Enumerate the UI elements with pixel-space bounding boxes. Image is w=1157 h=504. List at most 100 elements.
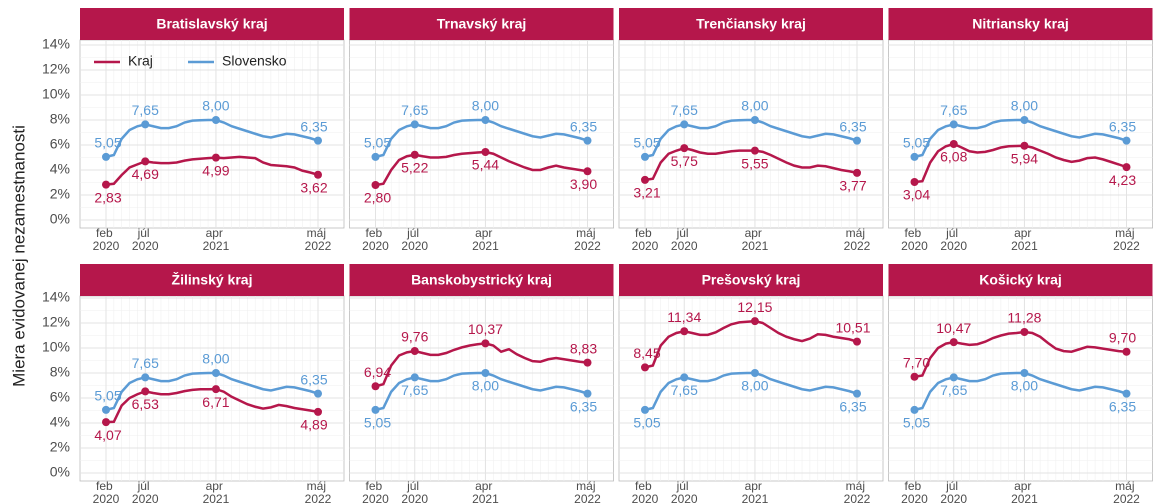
x-tick-label: feb 2020	[93, 226, 120, 253]
data-point	[910, 178, 919, 186]
data-point	[853, 168, 861, 177]
data-point	[371, 382, 380, 391]
value-label: 5,05	[364, 415, 391, 431]
value-label: 3,21	[633, 185, 660, 201]
data-point	[481, 369, 490, 377]
data-point	[410, 373, 419, 382]
data-point	[583, 389, 592, 398]
value-label: 8,45	[633, 345, 660, 361]
data-point	[910, 152, 919, 161]
y-tick-label: 2%	[50, 186, 70, 202]
data-point	[410, 347, 419, 355]
x-tick-label: feb 2020	[901, 226, 928, 253]
value-label: 3,77	[839, 178, 866, 194]
value-label: 3,62	[300, 179, 327, 195]
data-point	[750, 146, 759, 155]
data-point	[410, 120, 419, 129]
value-label: 5,05	[903, 135, 930, 151]
y-tick-label: 8%	[50, 364, 70, 380]
panel-header	[349, 264, 614, 296]
x-tick-label: apr 2021	[742, 479, 769, 504]
value-label: 11,34	[667, 309, 701, 325]
data-point	[314, 170, 322, 179]
value-label: 6,35	[300, 118, 327, 134]
value-label: 2,80	[364, 190, 391, 206]
x-tick-label: máj 2022	[844, 479, 871, 504]
data-point	[481, 339, 490, 348]
x-tick-label: feb 2020	[93, 479, 120, 504]
x-tick-label: júl 2020	[132, 226, 159, 253]
x-tick-label: apr 2021	[203, 226, 230, 253]
legend-label: Kraj	[128, 53, 153, 69]
data-point	[314, 407, 322, 416]
x-tick-label: máj 2022	[305, 479, 332, 504]
value-label: 6,35	[300, 371, 327, 387]
data-point	[211, 153, 220, 162]
data-point	[680, 120, 689, 129]
data-point	[1122, 163, 1131, 172]
value-label: 4,69	[132, 166, 159, 182]
data-point	[910, 405, 919, 414]
data-point	[1122, 136, 1131, 145]
value-label: 10,47	[936, 320, 971, 336]
value-label: 9,70	[1109, 329, 1136, 345]
value-label: 6,71	[202, 394, 229, 410]
data-point	[102, 405, 110, 414]
value-label: 5,44	[472, 157, 499, 173]
value-label: 4,07	[94, 427, 121, 443]
y-tick-label: 6%	[50, 136, 70, 152]
x-tick-label: apr 2021	[1011, 226, 1038, 253]
x-tick-label: júl 2020	[940, 226, 967, 253]
data-point	[211, 385, 220, 394]
data-point	[750, 317, 759, 326]
x-tick-label: máj 2022	[844, 226, 871, 253]
y-tick-label: 10%	[42, 339, 70, 355]
x-tick-label: apr 2021	[742, 226, 769, 253]
value-label: 5,05	[94, 135, 121, 151]
value-label: 6,35	[1109, 118, 1136, 134]
value-label: 6,35	[1109, 398, 1136, 414]
value-label: 7,65	[132, 355, 159, 371]
value-label: 8,00	[202, 351, 229, 367]
panel-title: Trnavský kraj	[437, 16, 527, 32]
panel-title: Žilinský kraj	[172, 271, 253, 288]
x-tick-label: máj 2022	[1113, 479, 1140, 504]
panel-title: Trenčiansky kraj	[696, 16, 806, 32]
value-label: 4,89	[300, 417, 327, 433]
value-label: 8,00	[472, 98, 499, 114]
value-label: 10,51	[835, 319, 870, 335]
panel-title: Košický kraj	[979, 272, 1062, 288]
panel-title: Banskobystrický kraj	[411, 272, 552, 288]
y-axis-title: Miera evidovanej nezamestnanosti	[9, 125, 28, 387]
data-point	[641, 152, 649, 161]
value-label: 2,83	[94, 189, 121, 205]
x-tick-label: júl 2020	[671, 226, 698, 253]
data-point	[1020, 116, 1029, 124]
value-label: 6,35	[570, 118, 597, 134]
value-label: 10,37	[468, 321, 503, 337]
value-label: 6,08	[940, 149, 967, 165]
x-tick-label: júl 2020	[132, 479, 159, 504]
data-point	[1020, 328, 1029, 336]
data-point	[1122, 347, 1131, 356]
panel-header	[619, 8, 883, 40]
data-point	[371, 405, 380, 414]
data-point	[481, 116, 490, 124]
value-label: 7,65	[401, 382, 428, 398]
legend-label: Slovensko	[222, 53, 287, 69]
data-point	[102, 152, 110, 161]
panel-header	[888, 264, 1153, 296]
data-point	[680, 327, 689, 336]
value-label: 8,00	[741, 378, 768, 394]
panel-header	[349, 8, 614, 40]
x-tick-label: júl 2020	[401, 479, 428, 504]
data-point	[211, 116, 220, 124]
panel-title: Bratislavský kraj	[156, 16, 267, 32]
x-tick-label: apr 2021	[203, 479, 230, 504]
data-point	[211, 369, 220, 377]
value-label: 6,53	[132, 396, 159, 412]
data-point	[583, 167, 592, 176]
value-label: 11,28	[1007, 310, 1041, 326]
x-tick-label: apr 2021	[1011, 479, 1038, 504]
